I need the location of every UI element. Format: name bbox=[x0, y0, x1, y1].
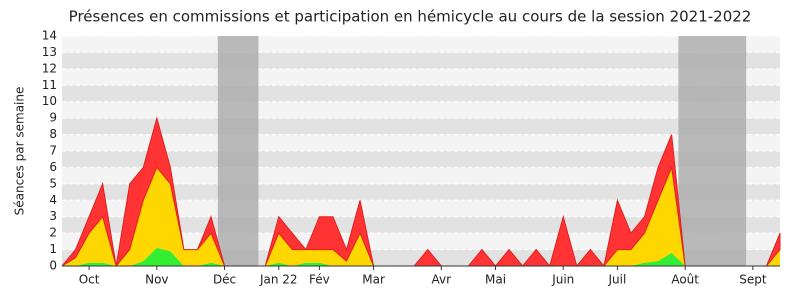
y-tick-label: 9 bbox=[49, 111, 57, 125]
y-tick-label: 2 bbox=[49, 226, 57, 240]
grid-band bbox=[62, 68, 780, 86]
y-tick-label: 13 bbox=[42, 45, 57, 59]
shaded-period bbox=[678, 36, 747, 266]
area bbox=[61, 116, 781, 268]
y-tick-label: 4 bbox=[49, 193, 57, 207]
chart-title: Présences en commissions et participatio… bbox=[69, 8, 752, 26]
x-tick-label: Jan 22 bbox=[259, 273, 298, 287]
x-tick-label: Fév bbox=[309, 273, 330, 287]
x-tick-label: Mai bbox=[485, 273, 506, 287]
y-tick-label: 1 bbox=[49, 242, 57, 256]
x-tick-label: Août bbox=[671, 273, 699, 287]
y-tick-label: 12 bbox=[42, 61, 57, 75]
grid-band bbox=[62, 118, 780, 135]
x-tick-label: Mar bbox=[362, 273, 385, 287]
area bbox=[62, 167, 780, 266]
x-tick-label: Déc bbox=[213, 273, 236, 287]
x-tick-label: Juin bbox=[551, 273, 574, 287]
grid-band bbox=[62, 85, 780, 102]
y-tick-label: 8 bbox=[49, 127, 57, 141]
y-tick-label: 10 bbox=[42, 94, 57, 108]
y-tick-label: 7 bbox=[49, 144, 57, 158]
x-tick-label: Avr bbox=[432, 273, 452, 287]
grid-band bbox=[62, 36, 780, 53]
y-tick-label: 0 bbox=[49, 259, 57, 273]
y-axis-label: Séances par semaine bbox=[13, 87, 27, 216]
y-tick-label: 5 bbox=[49, 176, 57, 190]
x-tick-label: Nov bbox=[145, 273, 168, 287]
x-tick-label: Oct bbox=[79, 273, 100, 287]
y-tick-label: 11 bbox=[42, 78, 57, 92]
y-tick-label: 14 bbox=[42, 29, 57, 43]
grid-band bbox=[62, 52, 780, 69]
x-tick-label: Sept bbox=[739, 273, 767, 287]
y-tick-label: 3 bbox=[49, 209, 57, 223]
shaded-period bbox=[217, 36, 259, 266]
y-tick-label: 6 bbox=[49, 160, 57, 174]
x-tick-label: Juil bbox=[608, 273, 627, 287]
grid-band bbox=[62, 101, 780, 119]
